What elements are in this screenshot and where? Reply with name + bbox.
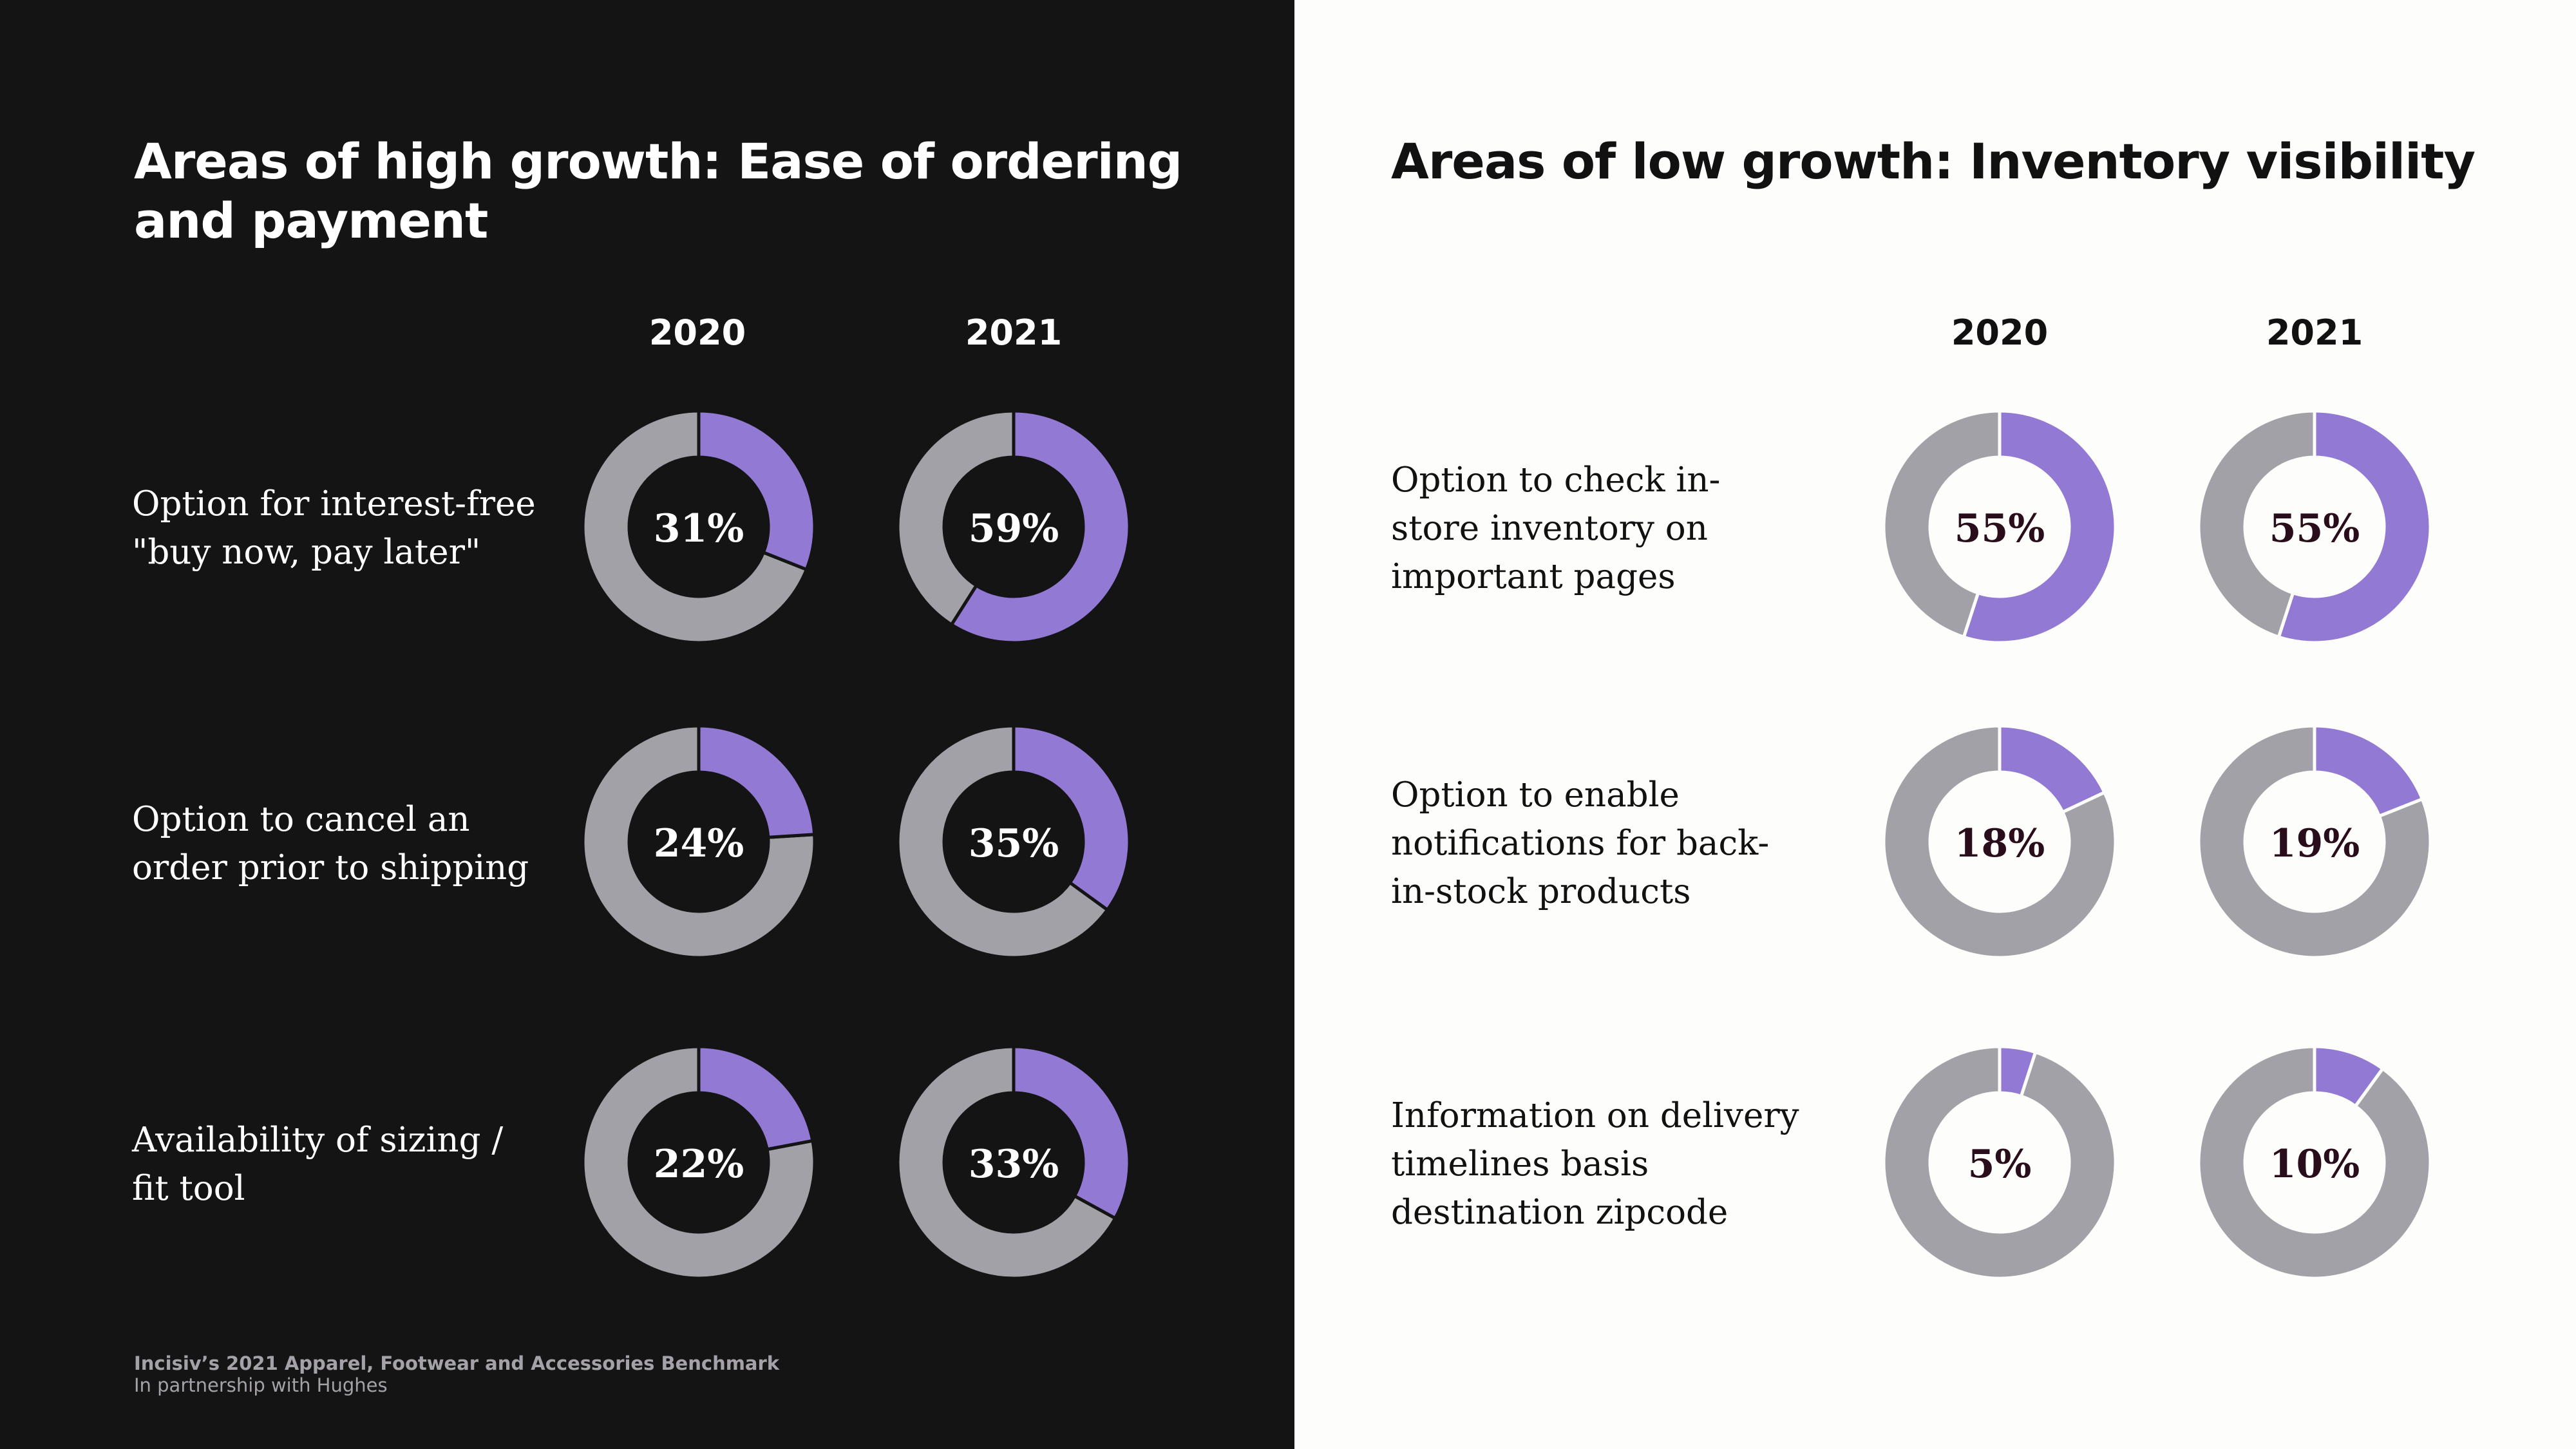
- donut-segment-remaining: [898, 411, 1016, 627]
- year-header-2020: 2020: [649, 312, 746, 353]
- source-footer: Incisiv’s 2021 Apparel, Footwear and Acc…: [134, 1352, 779, 1396]
- donut-delivery-timelines-2021: 10%: [2199, 1046, 2430, 1278]
- donut-sizing-tool-2021: 33%: [898, 1046, 1130, 1278]
- donut-segment-remaining: [583, 726, 815, 958]
- donut-segment-value: [1998, 1046, 2038, 1098]
- high-growth-panel: Areas of high growth: Ease of ordering a…: [0, 0, 1294, 1449]
- high-growth-title: Areas of high growth: Ease of ordering a…: [134, 133, 1182, 249]
- donut-percent-label: 33%: [969, 1142, 1059, 1187]
- year-header-2021: 2021: [965, 312, 1063, 353]
- donut-back-in-stock-2021: 19%: [2199, 726, 2430, 958]
- year-header-2021: 2021: [2266, 312, 2363, 353]
- year-header-2020: 2020: [1951, 312, 2049, 353]
- donut-segment-value: [697, 726, 815, 839]
- donut-segment-value: [1012, 726, 1130, 912]
- donut-segment-value: [1012, 1046, 1130, 1220]
- donut-sizing-tool-2020: 22%: [583, 1046, 815, 1278]
- low-growth-panel: Areas of low growth: Inventory visibilit…: [1294, 0, 2576, 1449]
- donut-segment-value: [2313, 1046, 2385, 1108]
- footer-title: Incisiv’s 2021 Apparel, Footwear and Acc…: [134, 1352, 780, 1374]
- row-label-cancel-order: Option to cancel an order prior to shipp…: [132, 800, 529, 887]
- donut-percent-label: 19%: [2269, 821, 2360, 866]
- donut-percent-label: 55%: [1955, 506, 2045, 551]
- row-label-bnpl: Option for interest-free "buy now, pay l…: [132, 484, 536, 572]
- donut-percent-label: 22%: [654, 1142, 744, 1187]
- donut-percent-label: 18%: [1955, 821, 2045, 866]
- donut-segment-remaining: [1884, 726, 2116, 958]
- donut-in-store-inventory-2021: 55%: [2199, 411, 2430, 643]
- donut-segment-remaining: [2199, 411, 2316, 639]
- donut-segment-remaining: [898, 726, 1110, 958]
- donut-cancel-order-2020: 24%: [583, 726, 815, 958]
- donut-segment-remaining: [2199, 1046, 2430, 1278]
- row-label-back-in-stock: Option to enable notifications for back-…: [1391, 775, 1770, 911]
- donut-bnpl-2021: 59%: [898, 411, 1130, 643]
- donut-percent-label: 59%: [969, 506, 1059, 551]
- donut-percent-label: 5%: [1968, 1142, 2032, 1187]
- donut-segment-value: [950, 411, 1130, 643]
- donut-delivery-timelines-2020: 5%: [1884, 1046, 2116, 1278]
- footer-subtitle: In partnership with Hughes: [134, 1374, 388, 1396]
- row-label-in-store-inventory: Option to check in-store inventory on im…: [1391, 460, 1721, 596]
- donut-percent-label: 35%: [969, 821, 1059, 866]
- donut-segment-value: [697, 411, 815, 571]
- donut-percent-label: 10%: [2269, 1142, 2360, 1187]
- donut-segment-remaining: [583, 411, 808, 643]
- donut-cancel-order-2021: 35%: [898, 726, 1130, 958]
- low-growth-title: Areas of low growth: Inventory visibilit…: [1391, 133, 2476, 190]
- donut-percent-label: 31%: [654, 506, 744, 551]
- row-label-delivery-timelines: Information on delivery timelines basis …: [1391, 1096, 1799, 1232]
- donut-segment-value: [697, 1046, 815, 1151]
- donut-bnpl-2020: 31%: [583, 411, 815, 643]
- donut-segment-value: [1962, 411, 2116, 643]
- donut-segment-remaining: [898, 1046, 1117, 1278]
- row-label-sizing-tool: Availability of sizing / fit tool: [132, 1121, 504, 1208]
- donut-segment-remaining: [1884, 1046, 2116, 1278]
- donut-in-store-inventory-2020: 55%: [1884, 411, 2116, 643]
- donut-percent-label: 24%: [654, 821, 744, 866]
- donut-percent-label: 55%: [2269, 506, 2360, 551]
- donut-segment-value: [2313, 726, 2424, 818]
- donut-segment-remaining: [1884, 411, 2002, 639]
- donut-segment-value: [2277, 411, 2430, 643]
- donut-segment-remaining: [583, 1046, 815, 1278]
- donut-segment-remaining: [2199, 726, 2430, 958]
- donut-segment-value: [1998, 726, 2107, 814]
- donut-back-in-stock-2020: 18%: [1884, 726, 2116, 958]
